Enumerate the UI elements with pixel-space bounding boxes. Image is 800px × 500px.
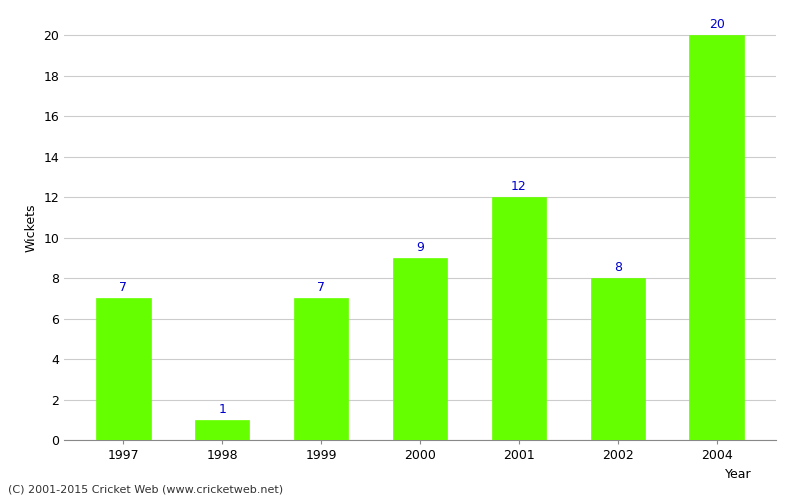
Text: 20: 20 bbox=[709, 18, 725, 31]
Bar bbox=[96, 298, 150, 440]
Bar bbox=[393, 258, 447, 440]
Text: Year: Year bbox=[726, 468, 752, 480]
Bar bbox=[294, 298, 348, 440]
Text: 1: 1 bbox=[218, 402, 226, 415]
Text: 8: 8 bbox=[614, 261, 622, 274]
Text: 7: 7 bbox=[119, 282, 127, 294]
Text: 9: 9 bbox=[416, 241, 424, 254]
Bar bbox=[690, 35, 744, 440]
Y-axis label: Wickets: Wickets bbox=[25, 203, 38, 252]
Text: (C) 2001-2015 Cricket Web (www.cricketweb.net): (C) 2001-2015 Cricket Web (www.cricketwe… bbox=[8, 485, 283, 495]
Bar bbox=[590, 278, 645, 440]
Text: 12: 12 bbox=[511, 180, 526, 193]
Bar bbox=[492, 197, 546, 440]
Bar bbox=[195, 420, 250, 440]
Text: 7: 7 bbox=[317, 282, 325, 294]
